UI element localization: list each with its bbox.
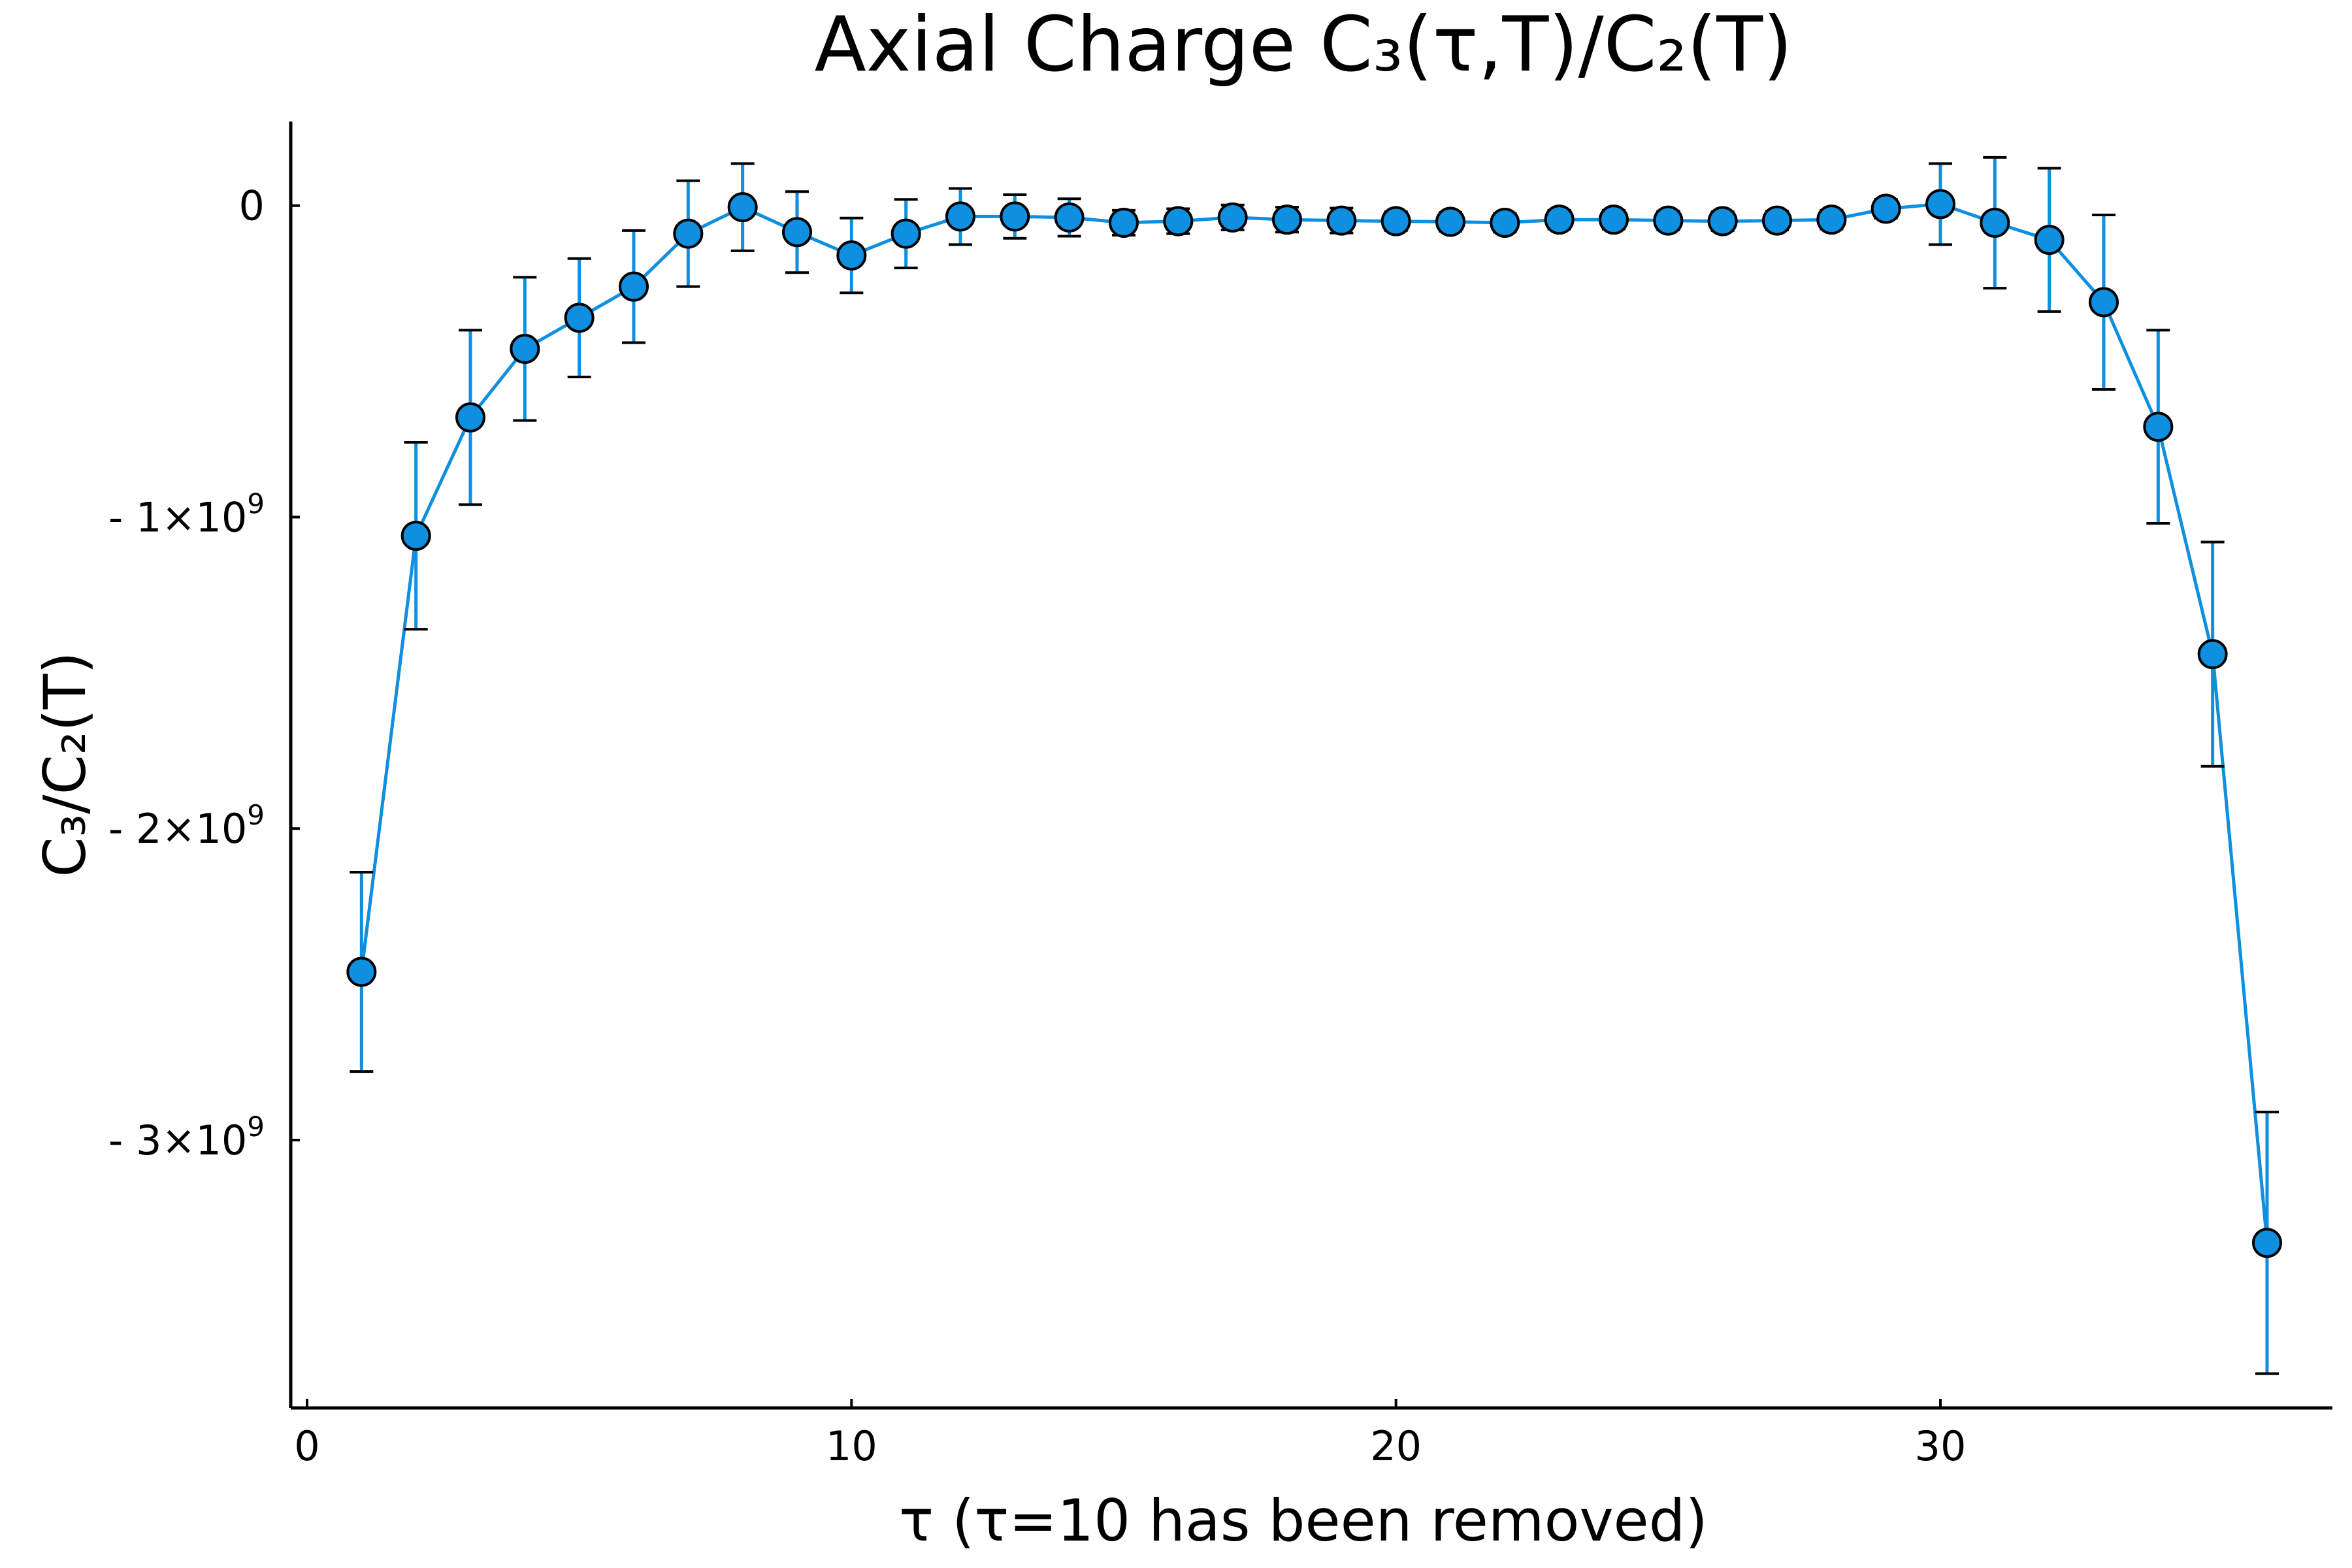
data-point — [1870, 193, 1901, 224]
data-point — [1762, 205, 1792, 236]
x-tick-label: 10 — [826, 1422, 877, 1470]
plot-area — [346, 155, 2282, 1375]
data-point — [1272, 204, 1302, 235]
x-tick-label: 20 — [1370, 1422, 1422, 1470]
data-point — [1653, 205, 1684, 236]
y-tick-label: 0 — [239, 182, 265, 230]
y-tick-label-base: - 2×10 — [108, 805, 247, 853]
series-line — [359, 202, 2269, 1243]
data-point — [1490, 207, 1520, 238]
chart-title: Axial Charge C₃(τ,T)/C₂(T) — [814, 1, 1792, 89]
data-point — [673, 218, 704, 249]
data-point — [1380, 206, 1411, 237]
y-tick-label-base: 0 — [239, 182, 265, 230]
data-point — [1925, 189, 1955, 220]
y-tick-label-exponent: 9 — [247, 1111, 265, 1143]
data-point — [1544, 204, 1575, 235]
data-point — [400, 521, 431, 551]
data-point — [619, 271, 649, 302]
data-point — [2143, 412, 2174, 442]
data-point — [1217, 202, 1248, 233]
data-point — [1054, 202, 1085, 233]
data-point — [2197, 639, 2228, 670]
data-point — [945, 201, 975, 232]
y-axis-ticks: 0- 1×109- 2×109- 3×109 — [108, 182, 300, 1164]
data-point — [836, 240, 867, 271]
data-point — [1163, 206, 1194, 237]
y-axis-label: C₃/C₂(T) — [31, 651, 99, 877]
data-point — [1599, 204, 1629, 235]
data-point — [510, 334, 540, 365]
data-point — [1000, 201, 1030, 232]
data-point — [1435, 206, 1465, 237]
y-tick-label: - 1×109 — [108, 487, 265, 541]
y-tick-label: - 3×109 — [108, 1111, 265, 1164]
data-point — [1980, 207, 2010, 238]
data-point — [782, 217, 812, 248]
x-tick-label: 0 — [294, 1422, 319, 1470]
x-axis-ticks: 0 10 20 30 — [294, 1399, 1966, 1470]
y-tick-label: - 2×109 — [108, 799, 265, 853]
data-point — [346, 956, 377, 987]
data-point — [455, 402, 485, 433]
data-point — [2089, 287, 2119, 318]
data-point — [1816, 204, 1847, 235]
y-tick-label-base: - 3×10 — [108, 1117, 247, 1164]
data-point — [2034, 225, 2065, 255]
y-tick-label-base: - 1×10 — [108, 493, 247, 541]
x-axis-label: τ (τ=10 has been removed) — [899, 1487, 1708, 1554]
y-tick-label-exponent: 9 — [247, 799, 265, 831]
data-point — [564, 302, 595, 333]
data-point — [2252, 1228, 2282, 1258]
data-point — [1326, 205, 1357, 236]
data-point — [1109, 207, 1139, 238]
y-tick-label-exponent: 9 — [247, 487, 265, 519]
data-point — [890, 218, 921, 249]
x-tick-label: 30 — [1915, 1422, 1967, 1470]
data-point — [727, 192, 758, 223]
data-point — [1707, 206, 1738, 237]
